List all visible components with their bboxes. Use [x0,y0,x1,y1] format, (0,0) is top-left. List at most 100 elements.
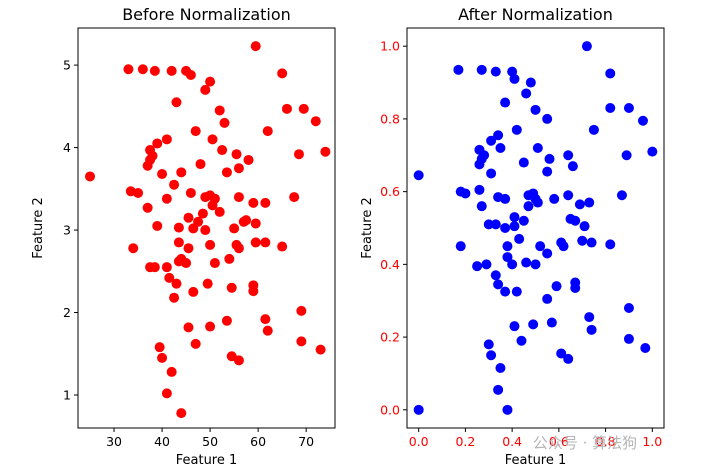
chart-0-point-81 [188,286,199,297]
chart-1-point-53 [490,219,501,230]
chart-0-point-92 [262,325,273,336]
chart-1-point-18 [486,135,497,146]
chart-0-point-88 [260,314,271,325]
chart-1-point-5 [509,73,520,84]
chart-0-point-51 [214,206,225,217]
chart-1-ytick-label-3: 0.6 [380,184,400,199]
chart-1-point-43 [563,190,574,201]
chart-1-point-16 [511,124,522,135]
chart-1-point-19 [493,130,504,141]
chart-0-point-57 [173,222,184,233]
chart-0-point-93 [190,338,201,349]
chart-1-point-72 [530,259,541,270]
chart-1-point-27 [544,153,555,164]
chart-1-point-67 [605,239,616,250]
chart-0-point-58 [188,223,199,234]
chart-0-point-101 [161,388,172,399]
chart-1-point-14 [605,103,616,113]
chart-0-point-74 [149,262,160,273]
chart-0-point-67 [233,243,244,254]
chart-0-point-85 [169,292,180,303]
chart-0-point-21 [152,138,163,149]
chart-0-point-56 [152,220,163,231]
chart-1-point-69 [502,252,513,263]
chart-0-point-91 [205,321,216,332]
chart-0-point-45 [260,197,271,208]
chart-0-point-43 [233,192,244,203]
chart-1-point-94 [623,333,634,344]
chart-0-point-11 [277,68,288,79]
chart-0-point-83 [226,282,237,293]
chart-0-ytick-label-1: 2 [63,305,71,320]
chart-0-ytick-label-2: 3 [63,223,71,238]
chart-0-point-46 [289,192,300,203]
chart-0-title: Before Normalization [122,5,291,24]
chart-1-point-84 [528,319,539,330]
chart-1-point-89 [483,339,494,350]
chart-0-point-39 [185,187,196,198]
chart-1-point-1 [453,64,464,75]
chart-1-point-71 [521,257,532,268]
chart-0-point-32 [233,163,244,174]
chart-1-point-78 [542,293,553,304]
chart-1-point-96 [495,363,506,373]
chart-1-point-97 [493,384,504,395]
chart-0-point-4 [166,65,177,76]
chart-0-point-16 [219,117,230,128]
chart-0-point-89 [296,305,307,316]
chart-0-point-3 [149,65,160,76]
chart-0-point-12 [281,103,292,114]
chart-0-ytick-label-3: 4 [63,140,71,155]
chart-0-point-80 [171,278,182,289]
chart-1-point-47 [476,201,487,212]
chart-1-point-0 [413,170,424,181]
chart-1-point-24 [495,143,506,153]
chart-1-point-68 [481,259,492,270]
chart-1-point-22 [479,150,490,161]
chart-0-point-102 [176,408,187,419]
chart-1-ytick-label-5: 1.0 [380,39,400,54]
chart-0-point-98 [166,366,177,377]
chart-0-point-18 [262,126,273,137]
chart-0-point-34 [293,149,304,160]
chart-0-point-31 [243,154,254,165]
chart-1-point-83 [509,321,520,332]
chart-0-xtick-label-1: 40 [154,434,170,449]
chart-0-point-75 [161,262,172,273]
chart-1-xtick-label-4: 0.8 [596,434,616,449]
chart-1-point-3 [490,66,501,77]
chart-0-point-38 [169,179,180,190]
chart-0-point-86 [248,286,259,297]
chart-1-xtick-label-0: 0.0 [409,434,429,449]
chart-1-point-30 [621,150,632,161]
chart-1-point-42 [549,193,560,204]
chart-0-ytick-label-4: 5 [63,58,71,73]
chart-0-point-8 [205,76,216,87]
chart-1-point-50 [509,212,520,223]
chart-1-point-57 [570,215,581,226]
chart-1-point-36 [474,184,485,195]
chart-0-point-25 [142,160,153,171]
chart-1-ytick-label-4: 0.8 [380,111,400,126]
chart-1-point-9 [605,68,616,79]
chart-0-point-17 [190,126,201,137]
chart-0-point-22 [207,134,218,145]
chart-1-point-98 [502,404,513,415]
chart-1-point-66 [586,237,597,248]
chart-1-point-2 [476,64,487,75]
chart-1-point-29 [567,161,578,172]
chart-1-point-35 [460,188,471,199]
chart-1-point-79 [551,281,562,292]
chart-1-point-26 [532,143,543,153]
chart-1-point-32 [486,168,497,179]
chart-0-point-69 [260,237,271,248]
chart-1-point-86 [584,312,595,323]
chart-0-point-30 [231,149,242,160]
chart-0-point-0 [85,171,96,182]
chart-0-point-49 [183,212,194,223]
chart-0-point-97 [233,355,244,366]
chart-0-point-82 [202,278,213,289]
chart-1-point-45 [584,197,595,208]
chart-0-point-63 [173,237,184,248]
